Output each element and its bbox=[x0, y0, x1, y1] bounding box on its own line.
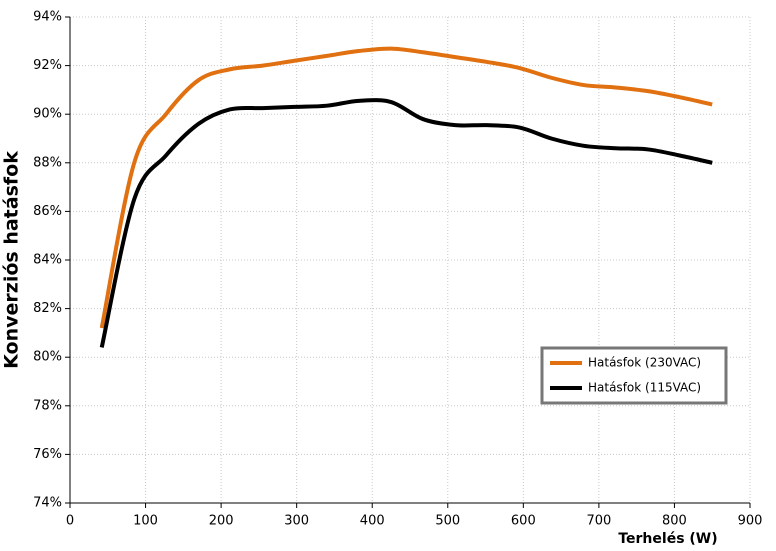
series-line bbox=[99, 98, 713, 348]
y-tick-label: 80% bbox=[33, 350, 62, 365]
x-tick-label: 600 bbox=[511, 514, 536, 529]
x-tick-label: 800 bbox=[662, 514, 687, 529]
y-tick-label: 76% bbox=[33, 447, 62, 462]
x-tick-label: 500 bbox=[435, 514, 460, 529]
x-axis-title: Terhelés (W) bbox=[618, 531, 717, 547]
x-tick-label: 100 bbox=[133, 514, 158, 529]
x-tick-label: 200 bbox=[209, 514, 234, 529]
y-tick-label: 90% bbox=[33, 107, 62, 122]
y-tick-label: 88% bbox=[33, 155, 62, 170]
y-axis-title: Konverziós hatásfok bbox=[1, 151, 23, 369]
legend-label: Hatásfok (230VAC) bbox=[588, 356, 701, 370]
y-tick-label: 84% bbox=[33, 253, 62, 268]
y-tick-label: 74% bbox=[33, 496, 62, 511]
x-tick-label: 300 bbox=[284, 514, 309, 529]
x-tick-label: 400 bbox=[360, 514, 385, 529]
y-tick-label: 86% bbox=[33, 204, 62, 219]
x-tick-label: 900 bbox=[738, 514, 763, 529]
y-tick-label: 82% bbox=[33, 301, 62, 316]
legend-box bbox=[540, 346, 728, 405]
legend-label: Hatásfok (115VAC) bbox=[588, 381, 701, 395]
y-tick-label: 92% bbox=[33, 58, 62, 73]
x-tick-label: 0 bbox=[66, 514, 74, 529]
y-tick-label: 78% bbox=[33, 398, 62, 413]
y-tick-label: 94% bbox=[33, 10, 62, 25]
series-line bbox=[99, 46, 713, 329]
x-tick-label: 700 bbox=[586, 514, 611, 529]
